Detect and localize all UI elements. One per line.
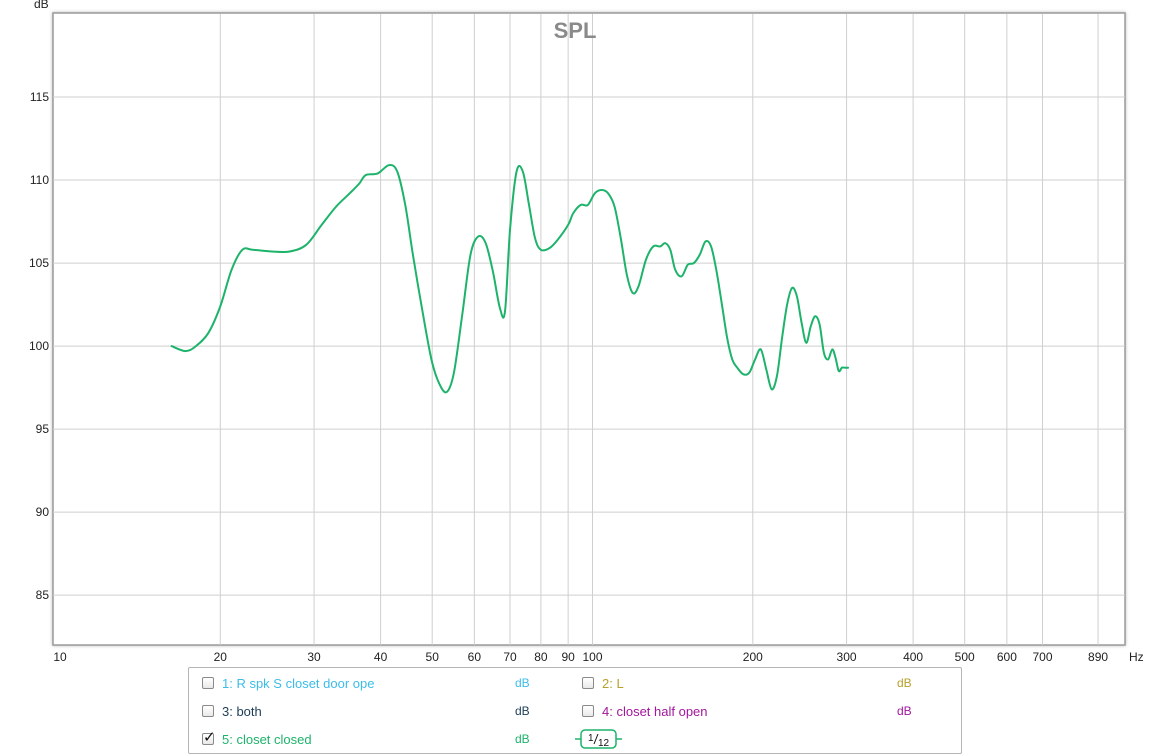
y-tick-label: 85 [36,588,50,602]
x-tick-label: 500 [955,650,975,664]
legend-unit-4: dB [897,704,912,718]
x-tick-label: 60 [468,650,482,664]
legend-unit-5: dB [515,732,530,746]
x-tick-label: 30 [307,650,321,664]
x-axis-unit: Hz [1129,650,1144,664]
y-tick-label: 115 [30,90,49,104]
x-tick-label: 890 [1088,650,1108,664]
y-tick-label: 100 [29,339,49,353]
legend-panel: 1: R spk S closet door ope dB 2: L dB 3:… [188,667,962,754]
smoothing-badge[interactable]: 1 12 [575,729,623,749]
legend-item-2[interactable]: 2: L [582,674,624,692]
legend-item-3[interactable]: 3: both [202,702,262,720]
legend-item-5[interactable]: ✓ 5: closet closed [202,729,312,748]
x-tick-label: 300 [837,650,857,664]
y-tick-label: 90 [36,505,50,519]
y-tick-labels: 85 90 95 100 105 110 115 [29,90,49,602]
series-layer [170,164,850,394]
y-tick-label: 95 [36,422,50,436]
x-tick-label: 20 [214,650,228,664]
series-line-1 [170,164,850,394]
x-tick-label: 80 [534,650,548,664]
x-tick-label: 40 [374,650,388,664]
x-tick-labels: 10 20 30 40 50 60 70 80 90 100 200 300 400 500 600 700 8… [53,650,1108,664]
y-axis-unit: dB [34,0,49,11]
smoothing-numerator: 1 [588,733,594,744]
y-tick-label: 110 [30,173,49,187]
legend-checkbox-4[interactable] [582,705,594,717]
x-tick-label: 10 [53,650,67,664]
legend-checkbox-1[interactable] [202,677,214,689]
x-tick-label: 600 [997,650,1017,664]
x-tick-label: 100 [582,650,602,664]
legend-item-4[interactable]: 4: closet half open [582,702,708,720]
smoothing-denominator: 12 [598,738,610,749]
legend-item-1[interactable]: 1: R spk S closet door ope [202,674,374,692]
legend-label-2: 2: L [602,675,624,691]
plot-frame [52,12,1126,646]
legend-unit-2: dB [897,676,912,690]
y-tick-label: 105 [29,256,49,270]
x-tick-label: 200 [743,650,763,664]
y-gridlines [53,96,1125,596]
chart-title: SPL [554,18,597,43]
x-tick-label: 70 [503,650,517,664]
legend-label-3: 3: both [222,703,262,719]
legend-label-5: 5: closet closed [222,731,312,747]
x-tick-label: 700 [1032,650,1052,664]
legend-label-1: 1: R spk S closet door ope [222,675,375,691]
legend-unit-3: dB [515,704,530,718]
legend-checkbox-2[interactable] [582,677,594,689]
legend-checkbox-3[interactable] [202,705,214,717]
x-tick-label: 90 [561,650,575,664]
legend-unit-1: dB [515,676,530,690]
x-tick-label: 400 [903,650,923,664]
legend-checkbox-5[interactable]: ✓ [202,729,216,745]
x-tick-label: 50 [426,650,440,664]
check-mark-icon: ✓ [203,728,216,746]
x-gridlines [219,14,1099,645]
legend-label-4: 4: closet half open [602,703,708,719]
